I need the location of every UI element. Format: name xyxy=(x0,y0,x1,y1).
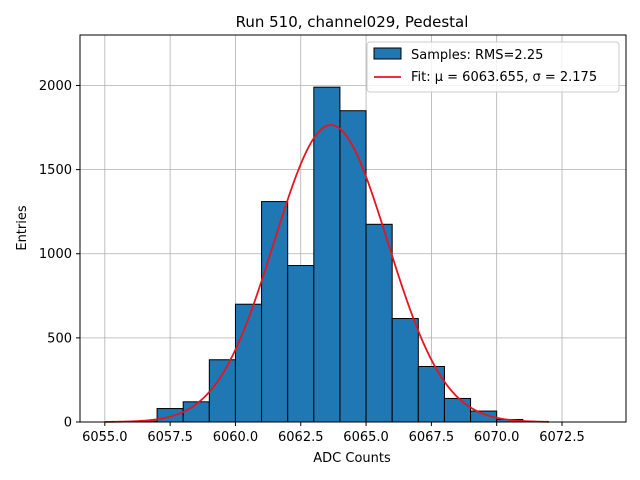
y-axis-label: Entries xyxy=(15,205,30,251)
histogram-bar xyxy=(391,318,419,423)
fit-curve xyxy=(104,124,549,423)
x-tick-label: 6070.0 xyxy=(474,430,520,445)
histogram-bar xyxy=(234,303,263,423)
y-axis-ticks: 0 500 1000 1500 2000 xyxy=(39,79,80,431)
histogram-bars xyxy=(130,86,524,423)
histogram-bar xyxy=(339,110,367,423)
y-tick-label: 1500 xyxy=(39,163,72,178)
legend-label-samples: Samples: RMS=2.25 xyxy=(411,48,543,63)
histogram-bar xyxy=(208,359,236,423)
histogram-bar xyxy=(287,265,315,423)
x-tick-label: 6072.5 xyxy=(539,430,585,445)
x-tick-label: 6065.0 xyxy=(343,430,389,445)
legend-box xyxy=(366,41,620,93)
x-axis-label: ADC Counts xyxy=(313,451,391,466)
y-tick-label: 2000 xyxy=(39,79,72,94)
histogram-bar xyxy=(443,397,472,423)
legend-swatch-samples xyxy=(373,47,402,60)
y-tick-label: 500 xyxy=(47,331,72,346)
histogram-bar xyxy=(313,86,341,423)
legend-label-fit: Fit: μ = 6063.655, σ = 2.175 xyxy=(411,70,597,85)
chart-title: Run 510, channel029, Pedestal xyxy=(236,13,469,31)
histogram-bar xyxy=(156,408,184,423)
x-tick-label: 6062.5 xyxy=(278,430,324,445)
x-tick-label: 6060.0 xyxy=(213,430,259,445)
x-axis-ticks: 6055.0 6057.5 6060.0 6062.5 6065.0 6067.5 6070… xyxy=(82,422,585,445)
legend: Samples: RMS=2.25 Fit: μ = 6063.655, σ =… xyxy=(366,41,620,93)
histogram-bar xyxy=(365,223,393,423)
x-tick-label: 6055.0 xyxy=(82,430,128,445)
histogram-bar xyxy=(261,201,289,423)
y-tick-label: 1000 xyxy=(39,247,72,262)
y-tick-label: 0 xyxy=(64,416,72,431)
x-tick-label: 6057.5 xyxy=(147,430,193,445)
x-tick-label: 6067.5 xyxy=(409,430,455,445)
fit-curve-group xyxy=(104,124,549,423)
plot-frame xyxy=(79,34,627,423)
